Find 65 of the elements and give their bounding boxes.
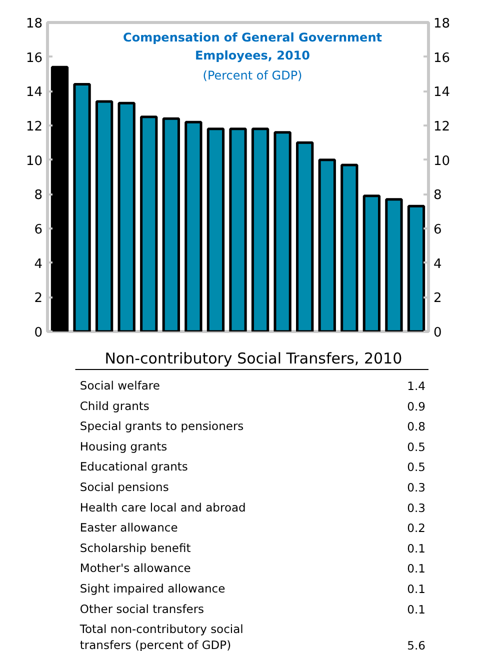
text: (Percent of GDP) — [202, 68, 302, 82]
category-label: Educational grants — [80, 460, 188, 474]
bar — [162, 117, 180, 332]
data-label: 0.5 — [407, 460, 426, 474]
y-tick-label: 10 — [26, 154, 43, 169]
y2-tick-label: 0 — [434, 326, 442, 340]
data-label: 0.5 — [407, 440, 426, 454]
category-label: Sight impaired allowance — [80, 582, 226, 596]
category-label: Child grants — [80, 398, 150, 413]
y-tick-label: 2 — [34, 291, 43, 306]
bar — [50, 66, 69, 332]
bar — [229, 128, 247, 332]
y-tick-label: 8 — [34, 188, 43, 204]
y2-tick-label: 6 — [434, 222, 442, 238]
bar — [251, 128, 270, 332]
category-label: Easter allowance — [80, 520, 178, 535]
bar — [362, 194, 381, 332]
data-label: 1.4 — [407, 379, 426, 393]
category-label: Social pensions — [80, 480, 169, 494]
data-label: 0.1 — [407, 582, 426, 596]
bar — [296, 141, 314, 332]
y2-tick-label: 8 — [434, 188, 442, 204]
y2-tick-label: 2 — [434, 291, 442, 306]
y-tick-label: 4 — [34, 256, 43, 272]
bar — [140, 116, 158, 332]
bar — [318, 158, 336, 332]
text: Non-contributory Social Transfers, 2010 — [104, 350, 402, 368]
data-label: 5.6 — [407, 638, 426, 651]
bar — [407, 204, 426, 332]
bar — [73, 83, 91, 332]
category-label: Special grants to pensioners — [80, 419, 244, 434]
y2-tick-label: 4 — [434, 256, 442, 272]
y-tick-label: 12 — [26, 120, 43, 134]
category-label: Scholarship benefit — [80, 540, 192, 555]
bar — [118, 102, 136, 332]
data-label: 0.1 — [407, 602, 426, 616]
bar — [274, 131, 292, 332]
category-label: Other social transfers — [80, 602, 204, 616]
bar — [206, 128, 225, 332]
y-tick-label: 18 — [26, 16, 43, 32]
y2-tick-label: 12 — [434, 120, 450, 134]
y2-tick-label: 14 — [434, 85, 450, 100]
data-label: 0.1 — [407, 541, 426, 556]
bar — [340, 164, 358, 332]
y2-tick-label: 10 — [434, 154, 450, 169]
data-label: 0.1 — [407, 562, 426, 576]
bar — [184, 120, 202, 332]
bar — [95, 100, 114, 332]
y2-tick-label: 16 — [434, 50, 450, 66]
data-label: 0.3 — [407, 500, 426, 515]
data-label: 0.2 — [407, 521, 426, 536]
category-label: Housing grants — [80, 439, 168, 454]
bar — [385, 198, 403, 332]
y-tick-label: 14 — [26, 85, 43, 100]
category-label: Social welfare — [80, 378, 160, 392]
y-tick-label: 6 — [34, 222, 43, 238]
y-tick-label: 0 — [34, 326, 43, 340]
data-label: 0.8 — [407, 420, 426, 434]
text: Compensation of General Government Employees, 2010 — [123, 30, 382, 63]
data-label: 0.9 — [407, 399, 426, 414]
y-tick-label: 16 — [26, 50, 43, 66]
y2-tick-label: 18 — [434, 16, 450, 32]
data-label: 0.3 — [407, 480, 426, 494]
category-label: Mother's allowance — [80, 561, 191, 576]
category-label: Health care local and abroad — [80, 500, 246, 514]
